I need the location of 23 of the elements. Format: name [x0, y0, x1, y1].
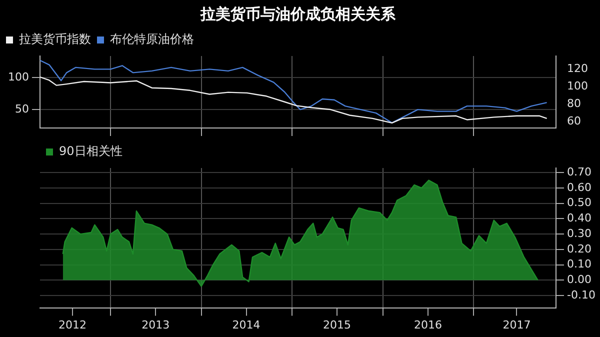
- y-tick-label: 0.40: [567, 212, 592, 225]
- legend-label: 90日相关性: [59, 144, 122, 158]
- y-tick-label: 0.60: [567, 180, 592, 194]
- y-tick-label: 0.20: [567, 242, 592, 256]
- y-tick-label: 0.50: [567, 196, 592, 210]
- y-tick-label: 50: [15, 102, 29, 116]
- x-tick-label: 2014: [232, 318, 260, 332]
- chart-title: 拉美货币与油价成负相关关系: [200, 4, 396, 23]
- y2-tick-label: 80: [567, 97, 581, 110]
- y2-tick-label: 60: [567, 114, 581, 128]
- legend-label: 布伦特原油价格: [110, 32, 194, 46]
- y-tick-label: 0.00: [567, 273, 592, 286]
- legend-label: 拉美货币指数: [19, 32, 91, 46]
- x-tick-label: 2013: [142, 318, 170, 332]
- x-tick-label: 2016: [414, 318, 442, 332]
- y-tick-label: 0.10: [567, 258, 592, 271]
- y-tick-label: 0.30: [567, 226, 592, 240]
- y2-tick-label: 120: [567, 62, 588, 76]
- y-tick-label: -0.10: [567, 288, 596, 302]
- x-tick-label: 2017: [502, 318, 531, 332]
- y-tick-label: 0.70: [567, 165, 592, 178]
- x-tick-label: 2015: [323, 318, 352, 332]
- x-tick-label: 2012: [58, 318, 87, 332]
